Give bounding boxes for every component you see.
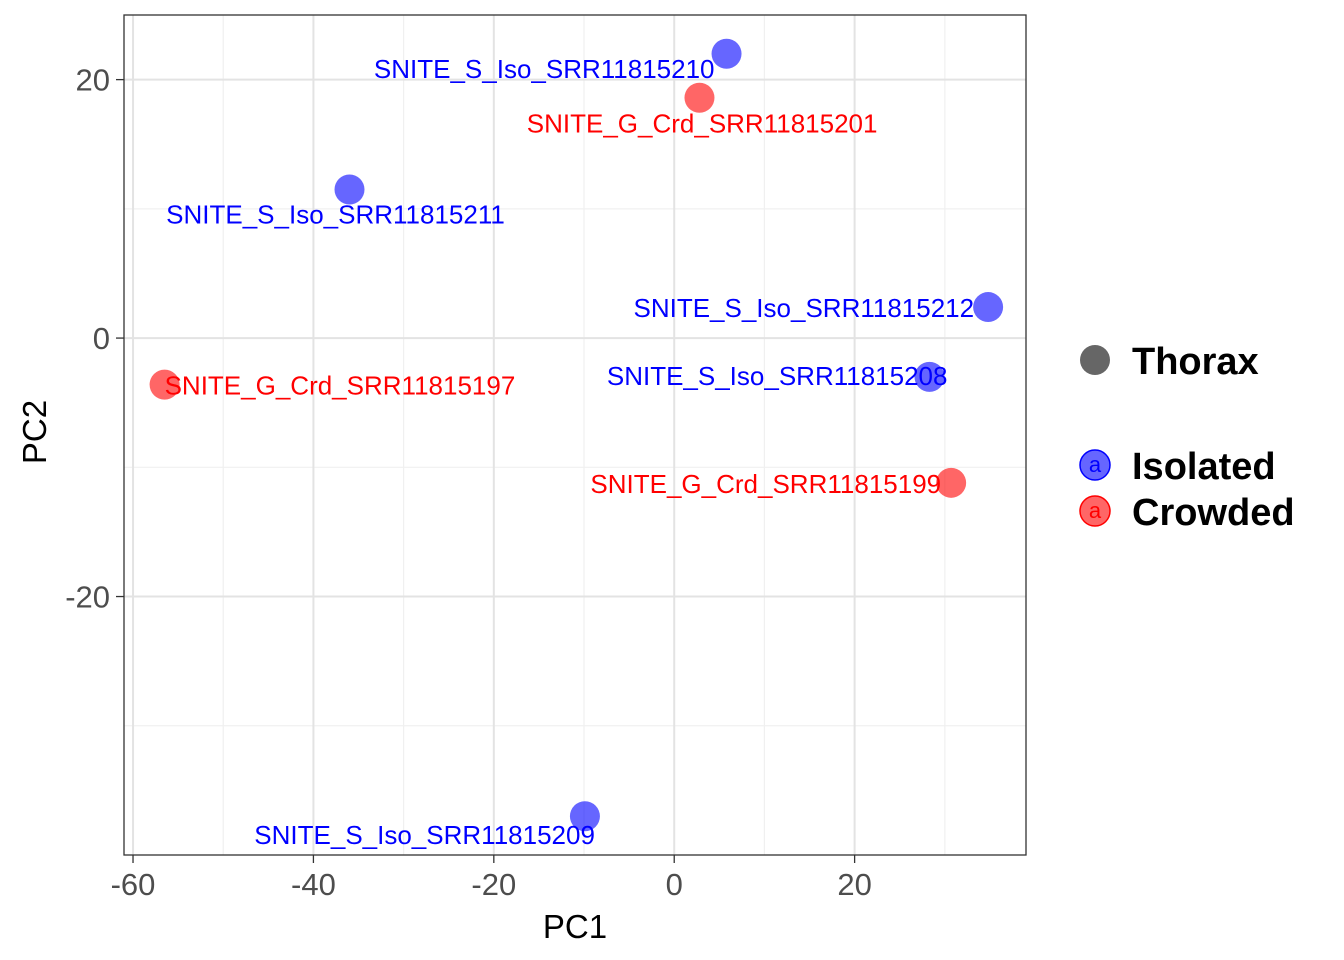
legend-label-crowded: Crowded	[1132, 492, 1295, 534]
x-tick-label: 0	[666, 867, 683, 902]
data-point	[334, 174, 365, 205]
point-label: SNITE_G_Crd_SRR11815201	[527, 109, 878, 139]
y-tick-label: 0	[93, 321, 110, 356]
data-point	[936, 467, 967, 498]
y-tick-label: -20	[65, 580, 110, 615]
x-tick-label: -20	[471, 867, 516, 902]
data-point	[914, 361, 945, 392]
data-point	[684, 82, 715, 113]
points-layer	[149, 38, 1004, 832]
data-point	[973, 292, 1004, 323]
legend-label-isolated: Isolated	[1132, 446, 1276, 488]
legend-shape-key	[1080, 345, 1110, 375]
legend-key-crowded-glyph: a	[1089, 498, 1102, 523]
grid-major	[124, 15, 1026, 855]
data-point	[711, 38, 742, 69]
legend: Thorax a Isolated a Crowded	[1079, 341, 1295, 534]
y-tick-label: 20	[76, 63, 110, 98]
y-axis-title: PC2	[16, 400, 53, 464]
x-axis-title: PC1	[543, 908, 607, 945]
data-point	[569, 801, 600, 832]
x-tick-label: -60	[111, 867, 156, 902]
legend-key-crowded	[1079, 495, 1111, 527]
panel-border	[123, 14, 1027, 856]
x-tick-label: -40	[291, 867, 336, 902]
point-label: SNITE_S_Iso_SRR11815212	[633, 293, 974, 323]
y-tick-labels: -20 0 20	[65, 63, 110, 615]
point-labels-layer: SNITE_S_Iso_SRR11815210 SNITE_G_Crd_SRR11…	[165, 54, 975, 850]
point-label: SNITE_S_Iso_SRR11815209	[254, 820, 595, 850]
data-point	[149, 369, 180, 400]
legend-key-isolated	[1079, 449, 1111, 481]
x-tick-labels: -60 -40 -20 0 20	[111, 867, 872, 902]
legend-key-isolated-glyph: a	[1089, 452, 1102, 477]
point-label: SNITE_S_Iso_SRR11815208	[607, 361, 948, 391]
point-label: SNITE_G_Crd_SRR11815199	[590, 469, 941, 499]
axis-ticks	[116, 78, 856, 863]
point-label: SNITE_S_Iso_SRR11815210	[374, 54, 715, 84]
point-label: SNITE_G_Crd_SRR11815197	[165, 371, 516, 401]
x-tick-label: 20	[837, 867, 871, 902]
legend-shape-title: Thorax	[1132, 341, 1259, 383]
point-label: SNITE_S_Iso_SRR11815211	[166, 199, 505, 229]
grid-minor	[124, 15, 1026, 855]
